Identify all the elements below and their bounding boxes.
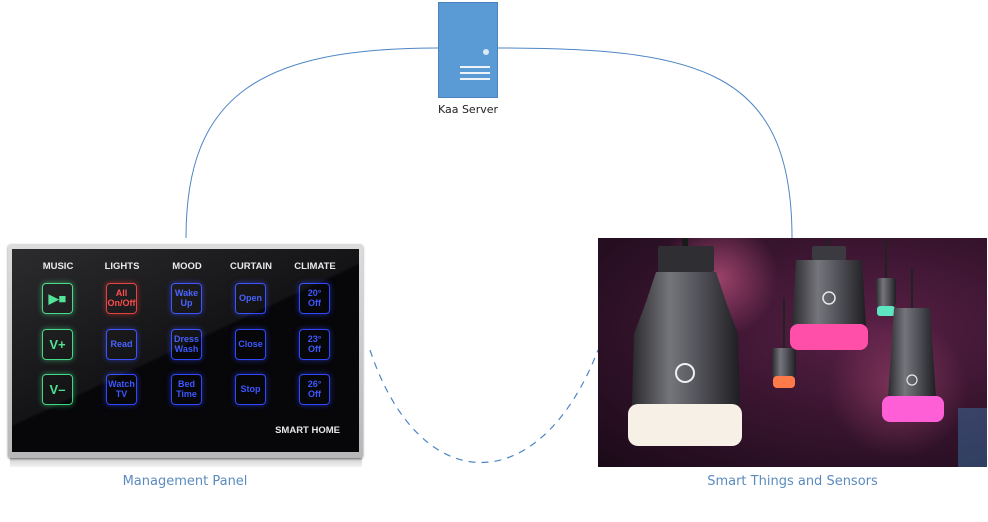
panel-things-wireless-link: [369, 349, 599, 463]
panel-screen: [12, 249, 359, 452]
column-header-mood: MOOD: [172, 261, 202, 272]
mood-wake-up-button[interactable]: Wake Up: [171, 283, 202, 314]
mood-bed-time-button[interactable]: Bed Time: [171, 374, 202, 405]
server-label: Kaa Server: [437, 103, 499, 116]
panel-reflection: [10, 458, 362, 467]
column-header-climate: CLIMATE: [294, 261, 336, 272]
management-panel-caption: Management Panel: [122, 474, 248, 489]
music-volume-down-button[interactable]: V–: [42, 374, 73, 405]
column-header-lights: LIGHTS: [104, 261, 140, 272]
mood-dress-wash-button[interactable]: Dress Wash: [171, 329, 202, 360]
climate-23-off-button[interactable]: 23° Off: [299, 329, 330, 360]
server-icon: [438, 2, 498, 98]
music-volume-up-button[interactable]: V+: [42, 329, 73, 360]
curtain-open-button[interactable]: Open: [235, 283, 266, 314]
curtain-close-button[interactable]: Close: [235, 329, 266, 360]
column-header-music: MUSIC: [42, 261, 74, 272]
curtain-stop-button[interactable]: Stop: [235, 374, 266, 405]
lights-all-on-off-button[interactable]: All On/Off: [106, 283, 137, 314]
lights-read-button[interactable]: Read: [106, 329, 137, 360]
panel-server-link: [185, 47, 439, 239]
panel-brand-label: SMART HOME: [275, 425, 340, 436]
smart-light-bulbs-photo: [598, 238, 987, 467]
climate-20-off-button[interactable]: 20° Off: [299, 283, 330, 314]
climate-26-off-button[interactable]: 26° Off: [299, 374, 330, 405]
lights-watch-tv-button[interactable]: Watch TV: [106, 374, 137, 405]
server-things-link: [497, 47, 793, 239]
smart-things-caption: Smart Things and Sensors: [707, 474, 878, 489]
music-play-stop-button[interactable]: ▶■: [42, 283, 73, 314]
column-header-curtain: CURTAIN: [229, 261, 273, 272]
